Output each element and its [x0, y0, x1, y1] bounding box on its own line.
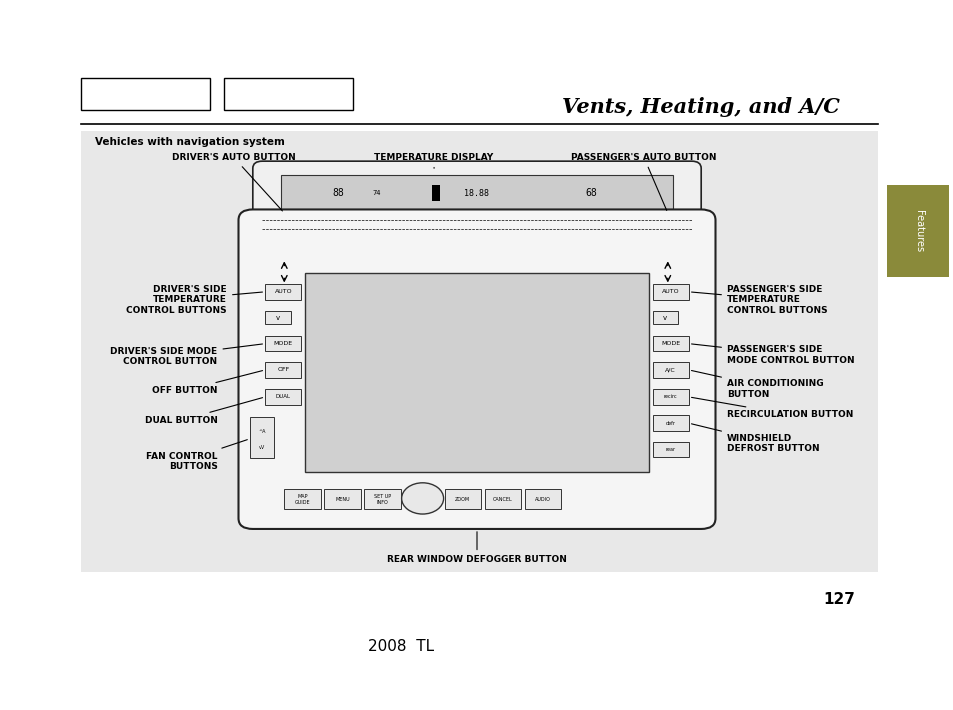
Bar [652, 442, 688, 457]
Text: MODE: MODE [660, 341, 679, 346]
Text: recirc: recirc [663, 394, 677, 400]
FancyBboxPatch shape [253, 161, 700, 224]
Bar [652, 362, 688, 378]
Bar [524, 489, 560, 509]
Bar [265, 389, 301, 405]
Bar [250, 417, 274, 458]
Text: MODE: MODE [274, 341, 293, 346]
Text: MENU: MENU [335, 496, 350, 502]
Bar [484, 489, 520, 509]
Text: A/C: A/C [664, 367, 676, 373]
Text: REAR WINDOW DEFOGGER BUTTON: REAR WINDOW DEFOGGER BUTTON [387, 532, 566, 564]
Text: AUTO: AUTO [274, 289, 292, 295]
Bar [265, 336, 301, 351]
FancyBboxPatch shape [238, 209, 715, 529]
Text: 68: 68 [585, 188, 597, 198]
Text: RECIRCULATION BUTTON: RECIRCULATION BUTTON [691, 398, 852, 419]
Text: PASSENGER'S AUTO BUTTON: PASSENGER'S AUTO BUTTON [571, 153, 716, 210]
Text: CANCEL: CANCEL [493, 496, 512, 502]
Text: AUDIO: AUDIO [535, 496, 550, 502]
Bar [652, 311, 678, 324]
Text: ZOOM: ZOOM [455, 496, 470, 502]
Text: AIR CONDITIONING
BUTTON: AIR CONDITIONING BUTTON [691, 371, 822, 399]
Bar [432, 185, 439, 201]
Text: PASSENGER'S SIDE
TEMPERATURE
CONTROL BUTTONS: PASSENGER'S SIDE TEMPERATURE CONTROL BUT… [691, 285, 826, 315]
Text: FAN CONTROL
BUTTONS: FAN CONTROL BUTTONS [146, 439, 247, 471]
Bar [886, 185, 948, 277]
Bar [281, 175, 672, 211]
Text: v: v [275, 315, 279, 320]
Bar [652, 415, 688, 431]
Text: 2008  TL: 2008 TL [367, 638, 434, 654]
Bar [284, 489, 320, 509]
Text: DUAL: DUAL [275, 394, 291, 400]
Bar [305, 273, 648, 472]
Bar [652, 389, 688, 405]
Text: Vents, Heating, and A/C: Vents, Heating, and A/C [561, 97, 839, 117]
Text: 127: 127 [822, 592, 855, 608]
Text: 74: 74 [373, 190, 380, 196]
Bar [81, 131, 877, 572]
Bar [265, 311, 291, 324]
Text: SET UP
INFO: SET UP INFO [374, 493, 391, 505]
Bar [652, 284, 688, 300]
Text: vV: vV [258, 444, 265, 450]
Text: MAP
GUIDE: MAP GUIDE [294, 493, 310, 505]
Text: DRIVER'S AUTO BUTTON: DRIVER'S AUTO BUTTON [172, 153, 295, 211]
Text: PASSENGER'S SIDE
MODE CONTROL BUTTON: PASSENGER'S SIDE MODE CONTROL BUTTON [691, 344, 854, 365]
Text: OFF BUTTON: OFF BUTTON [152, 371, 262, 395]
Text: Features: Features [913, 209, 923, 252]
Text: 18.88: 18.88 [464, 189, 489, 197]
Text: rear: rear [665, 447, 675, 452]
Text: Vehicles with navigation system: Vehicles with navigation system [95, 137, 285, 147]
Text: OFF: OFF [277, 367, 289, 373]
Text: DUAL BUTTON: DUAL BUTTON [145, 398, 262, 425]
Text: DRIVER'S SIDE MODE
CONTROL BUTTON: DRIVER'S SIDE MODE CONTROL BUTTON [111, 344, 262, 366]
Text: WINDSHIELD
DEFROST BUTTON: WINDSHIELD DEFROST BUTTON [691, 424, 819, 454]
Text: TEMPERATURE DISPLAY: TEMPERATURE DISPLAY [374, 153, 494, 168]
Bar [444, 489, 480, 509]
Bar [265, 284, 301, 300]
Bar [224, 78, 353, 110]
Text: AUTO: AUTO [661, 289, 679, 295]
Bar [265, 362, 301, 378]
Bar [652, 336, 688, 351]
Bar [324, 489, 360, 509]
Circle shape [401, 483, 443, 514]
Text: ^A: ^A [258, 429, 265, 435]
Text: 88: 88 [333, 188, 344, 198]
Text: DRIVER'S SIDE
TEMPERATURE
CONTROL BUTTONS: DRIVER'S SIDE TEMPERATURE CONTROL BUTTON… [127, 285, 262, 315]
Text: v: v [662, 315, 666, 320]
Text: defr: defr [665, 420, 675, 426]
Bar [364, 489, 400, 509]
Bar [81, 78, 210, 110]
